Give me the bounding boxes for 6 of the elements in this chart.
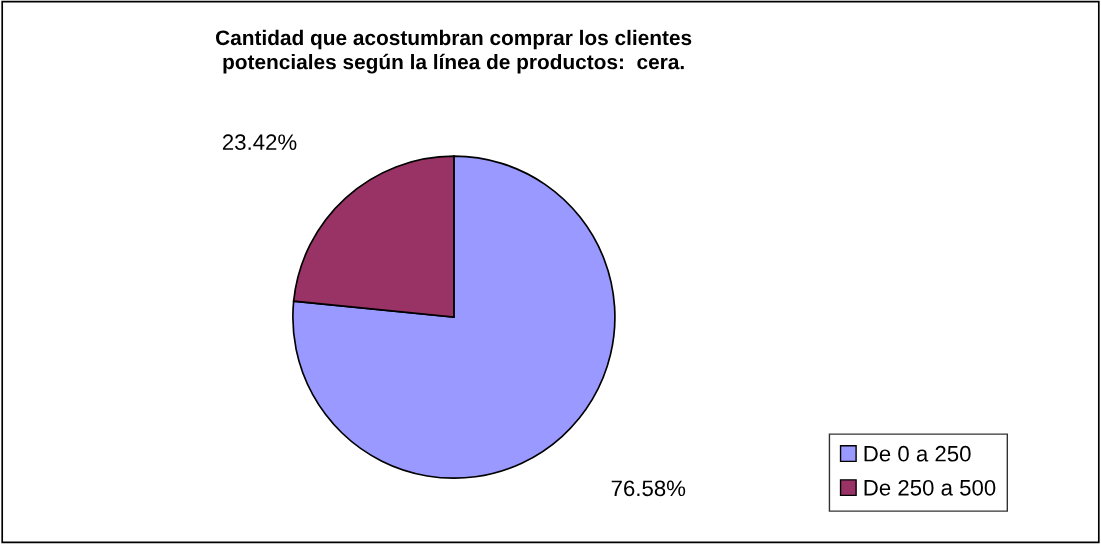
pie-slice [292,155,616,480]
legend-label: De 0 a 250 [864,445,971,462]
data-label: 76.58% [611,480,686,497]
chart-title: Cantidad que acostumbran comprar los clientes potenciales según la línea de productos: cera. [216,29,692,74]
data-label: 23.42% [222,134,297,151]
legend-label: De 250 a 500 [864,479,996,496]
